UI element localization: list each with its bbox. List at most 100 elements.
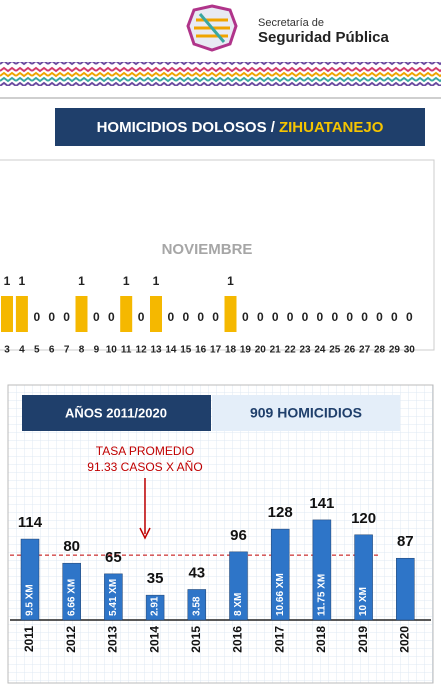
bar — [354, 534, 373, 621]
value-label: 0 — [272, 310, 279, 324]
x-tick-label: 2020 — [397, 626, 411, 653]
x-tick-label: 30 — [404, 345, 416, 356]
chart1-frame — [0, 159, 435, 351]
value-label: 114 — [18, 514, 43, 531]
rate-label: 2.91 — [150, 596, 161, 616]
value-label: 0 — [33, 310, 40, 324]
x-tick-label: 5 — [34, 345, 40, 356]
value-label: 0 — [108, 310, 115, 324]
bar — [229, 551, 248, 621]
total-label: 909 HOMICIDIOS — [250, 405, 362, 421]
value-label: 0 — [93, 310, 100, 324]
rate-label: 6.66 XM — [66, 579, 77, 616]
org-line1: Secretaría de — [258, 17, 324, 29]
bar — [120, 296, 133, 332]
x-tick-label: 2017 — [272, 626, 286, 653]
x-tick-label: 15 — [180, 345, 192, 356]
value-label: 0 — [346, 310, 353, 324]
value-label: 1 — [153, 274, 160, 288]
x-tick-label: 12 — [136, 345, 148, 356]
value-label: 65 — [105, 549, 122, 566]
decorative-band — [0, 62, 441, 86]
x-tick-label: 2014 — [147, 626, 161, 653]
value-label: 1 — [227, 274, 234, 288]
x-tick-label: 2012 — [64, 626, 78, 653]
value-label: 1 — [78, 274, 85, 288]
x-tick-label: 13 — [150, 345, 162, 356]
value-label: 80 — [63, 538, 80, 555]
value-label: 0 — [168, 310, 175, 324]
bar — [20, 538, 40, 621]
value-label: 35 — [147, 570, 164, 587]
value-label: 0 — [302, 310, 309, 324]
x-tick-label: 7 — [64, 345, 70, 356]
value-label: 141 — [309, 495, 334, 512]
bar — [15, 296, 28, 332]
value-label: 0 — [182, 310, 189, 324]
x-tick-label: 17 — [210, 345, 222, 356]
value-label: 120 — [351, 510, 376, 527]
value-label: 0 — [63, 310, 70, 324]
bar — [75, 296, 88, 332]
x-tick-label: 23 — [299, 345, 311, 356]
x-tick-label: 11 — [121, 345, 132, 356]
bar — [1, 296, 13, 332]
x-tick-label: 26 — [344, 345, 356, 356]
x-tick-label: 27 — [359, 345, 371, 356]
x-tick-label: 28 — [374, 345, 386, 356]
bar — [270, 528, 290, 621]
chart1-title: NOVIEMBRE — [162, 241, 253, 258]
bar — [150, 296, 162, 332]
value-label: 87 — [397, 533, 414, 550]
value-label: 0 — [376, 310, 383, 324]
value-label: 0 — [197, 310, 204, 324]
x-tick-label: 29 — [389, 345, 401, 356]
x-tick-label: 14 — [165, 345, 177, 356]
period-label: AÑOS 2011/2020 — [65, 405, 167, 420]
x-tick-label: 6 — [49, 345, 55, 356]
rate-label: 10 XM — [358, 587, 369, 616]
x-tick-label: 21 — [270, 345, 282, 356]
x-tick-label: 25 — [329, 345, 341, 356]
x-tick-label: 2013 — [106, 626, 120, 653]
logo — [186, 4, 238, 52]
value-label: 0 — [317, 310, 324, 324]
value-label: 1 — [123, 274, 130, 288]
rate-label: 3.58 — [191, 596, 202, 616]
x-tick-label: 2016 — [231, 626, 245, 653]
x-tick-label: 2011 — [22, 626, 36, 652]
value-label: 0 — [287, 310, 294, 324]
bar — [224, 296, 237, 332]
bar — [312, 519, 332, 621]
value-label: 43 — [188, 564, 205, 581]
value-label: 1 — [4, 274, 11, 288]
x-tick-label: 2018 — [314, 626, 328, 653]
value-label: 0 — [331, 310, 338, 324]
bar — [62, 562, 81, 621]
chart2-frame — [7, 384, 434, 684]
rate-label: 10.66 XM — [275, 573, 286, 616]
x-tick-label: 22 — [285, 345, 297, 356]
x-tick-label: 3 — [4, 345, 10, 356]
annotation: TASA PROMEDIO — [96, 444, 194, 458]
bar — [396, 557, 415, 621]
value-label: 0 — [361, 310, 368, 324]
x-tick-label: 8 — [79, 345, 85, 356]
value-label: 0 — [48, 310, 55, 324]
x-tick-label: 2019 — [356, 626, 370, 653]
value-label: 0 — [406, 310, 413, 324]
org-line2: Seguridad Pública — [258, 29, 390, 46]
x-tick-label: 16 — [195, 345, 207, 356]
x-tick-label: 9 — [94, 345, 100, 356]
bar — [104, 573, 123, 621]
value-label: 0 — [138, 310, 145, 324]
value-label: 1 — [19, 274, 26, 288]
x-tick-label: 19 — [240, 345, 252, 356]
banner-title: HOMICIDIOS DOLOSOS / ZIHUATANEJO — [97, 119, 384, 136]
title-banner — [55, 108, 425, 146]
total-box — [212, 395, 400, 431]
x-tick-label: 2015 — [189, 626, 203, 653]
x-tick-label: 18 — [225, 345, 237, 356]
